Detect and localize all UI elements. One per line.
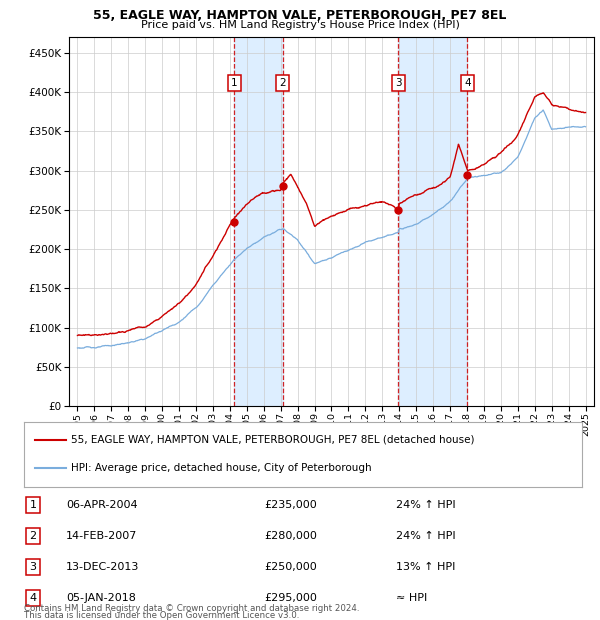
Text: 24% ↑ HPI: 24% ↑ HPI [396,500,455,510]
Bar [398,37,467,406]
Text: 13-DEC-2013: 13-DEC-2013 [66,562,139,572]
Text: 55, EAGLE WAY, HAMPTON VALE, PETERBOROUGH, PE7 8EL: 55, EAGLE WAY, HAMPTON VALE, PETERBOROUG… [94,9,506,22]
Text: £280,000: £280,000 [264,531,317,541]
Text: 55, EAGLE WAY, HAMPTON VALE, PETERBOROUGH, PE7 8EL (detached house): 55, EAGLE WAY, HAMPTON VALE, PETERBOROUG… [71,435,475,445]
Text: ≈ HPI: ≈ HPI [396,593,427,603]
Text: 2: 2 [280,78,286,88]
Text: 05-JAN-2018: 05-JAN-2018 [66,593,136,603]
Text: 4: 4 [464,78,471,88]
Text: 24% ↑ HPI: 24% ↑ HPI [396,531,455,541]
Text: 1: 1 [231,78,238,88]
Text: 06-APR-2004: 06-APR-2004 [66,500,137,510]
Text: £295,000: £295,000 [264,593,317,603]
Text: 1: 1 [29,500,37,510]
Text: Price paid vs. HM Land Registry's House Price Index (HPI): Price paid vs. HM Land Registry's House … [140,20,460,30]
Text: 3: 3 [29,562,37,572]
Bar [234,37,283,406]
Text: HPI: Average price, detached house, City of Peterborough: HPI: Average price, detached house, City… [71,464,372,474]
Text: £235,000: £235,000 [264,500,317,510]
Text: 13% ↑ HPI: 13% ↑ HPI [396,562,455,572]
Text: 2: 2 [29,531,37,541]
Text: 3: 3 [395,78,402,88]
Text: £250,000: £250,000 [264,562,317,572]
Text: This data is licensed under the Open Government Licence v3.0.: This data is licensed under the Open Gov… [24,611,299,620]
Text: 14-FEB-2007: 14-FEB-2007 [66,531,137,541]
Text: Contains HM Land Registry data © Crown copyright and database right 2024.: Contains HM Land Registry data © Crown c… [24,603,359,613]
Text: 4: 4 [29,593,37,603]
